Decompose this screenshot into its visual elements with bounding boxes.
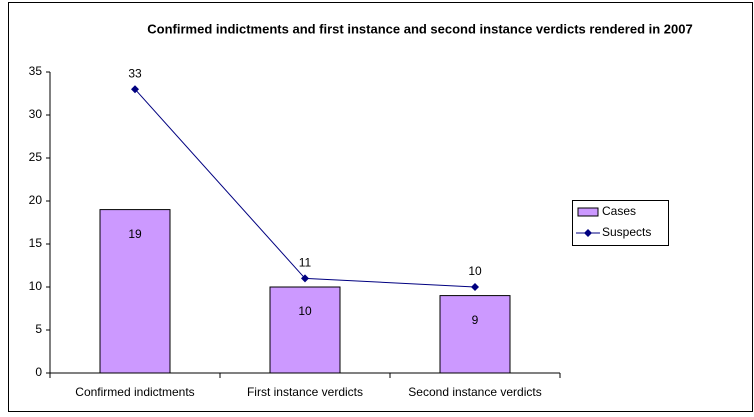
chart-title: Confirmed indictments and first instance… [147,21,692,36]
x-tick-label: Second instance verdicts [408,385,541,399]
x-tick-label: Confirmed indictments [75,385,194,399]
legend-swatch [584,229,592,237]
y-tick-label: 15 [29,236,43,250]
line-marker [471,283,479,291]
legend-label: Suspects [602,225,651,239]
y-tick-label: 0 [35,365,42,379]
y-tick-label: 30 [29,107,43,121]
bar-value-label: 19 [128,227,142,241]
line-marker [301,274,309,283]
line-value-label: 10 [468,264,482,278]
bar [269,286,341,374]
y-tick-label: 25 [29,150,43,164]
bar-value-label: 10 [298,304,312,318]
y-tick-label: 20 [29,193,43,207]
bar [99,209,171,374]
y-tick-label: 10 [29,279,43,293]
bar-value-label: 9 [472,313,479,327]
line-marker [131,85,139,94]
legend-swatch [577,207,599,217]
bar [439,295,511,374]
line-value-label: 11 [299,256,312,270]
line-value-label: 33 [128,66,142,80]
legend-label: Cases [602,204,636,218]
x-tick-label: First instance verdicts [247,385,363,399]
y-tick-label: 5 [35,322,42,336]
y-tick-label: 35 [29,64,43,78]
